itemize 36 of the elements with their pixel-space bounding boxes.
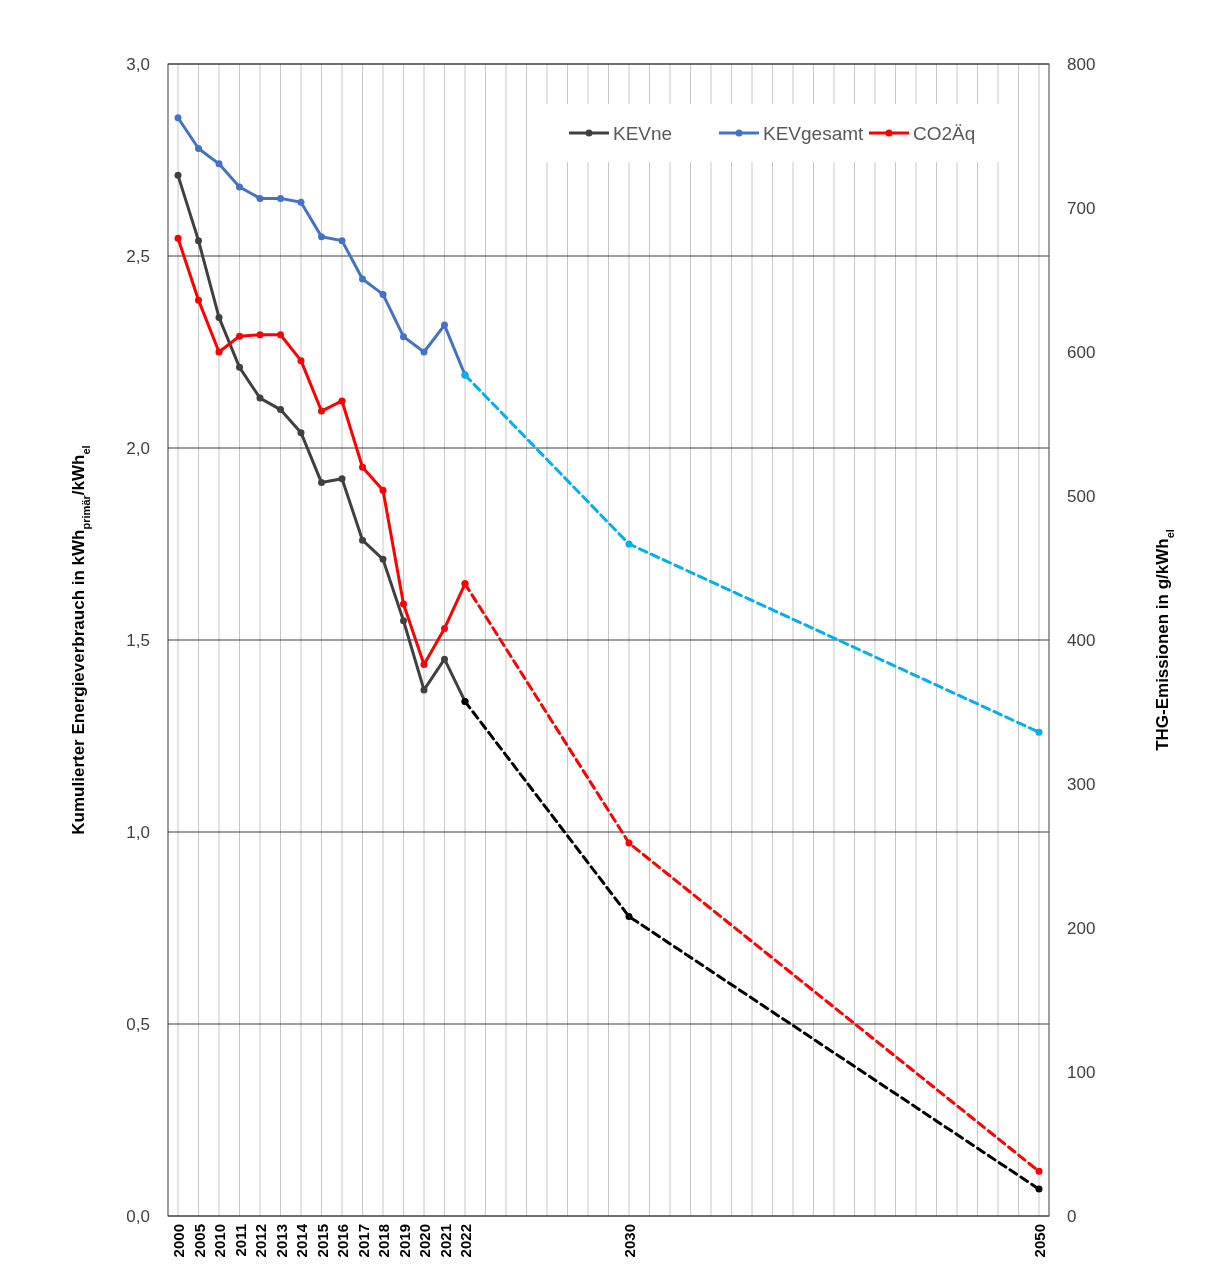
x-tick-label: 2005 [190, 1224, 208, 1258]
y2-tick-label: 600 [1067, 343, 1096, 362]
x-tick-label: 2000 [170, 1224, 187, 1258]
y2-tick-label: 200 [1067, 919, 1096, 938]
y2-tick-label: 500 [1067, 487, 1096, 506]
y2-tick-label: 700 [1067, 199, 1096, 218]
legend-label: KEVne [613, 123, 673, 144]
x-tick-label: 2014 [293, 1223, 310, 1258]
y2-tick-label: 100 [1067, 1063, 1096, 1082]
y2-tick-label: 300 [1067, 775, 1096, 794]
x-tick-label: 2019 [395, 1224, 413, 1258]
y2-tick-label: 0 [1067, 1207, 1077, 1226]
x-tick-label: 2010 [211, 1224, 228, 1258]
y-tick-label: 1,5 [126, 631, 150, 650]
y-tick-label: 2,0 [126, 439, 150, 458]
x-tick-label: 2021 [436, 1224, 454, 1258]
x-tick-label: 2017 [354, 1224, 372, 1258]
x-tick-label: 2013 [272, 1224, 290, 1258]
y-tick-label: 1,0 [126, 823, 150, 842]
y-tick-label: 2,5 [126, 247, 150, 266]
x-tick-label: 2022 [457, 1224, 474, 1258]
x-tick-label: 2011 [231, 1224, 249, 1257]
x-tick-label: 2015 [313, 1224, 331, 1258]
y-tick-label: 0,5 [126, 1015, 150, 1034]
y-tick-label: 0,0 [126, 1207, 150, 1226]
x-tick-label: 2016 [334, 1224, 351, 1258]
y2-tick-label: 400 [1067, 631, 1096, 650]
x-tick-label: 2018 [375, 1224, 392, 1258]
x-tick-label: 2050 [1031, 1224, 1048, 1258]
x-tick-label: 2012 [252, 1224, 269, 1258]
y2-tick-label: 800 [1067, 55, 1096, 74]
legend-label: CO2Äq [913, 123, 976, 144]
x-tick-label: 2030 [621, 1224, 638, 1258]
y-tick-label: 3,0 [126, 55, 150, 74]
legend-label: KEVgesamt [763, 123, 865, 144]
x-tick-label: 2020 [416, 1224, 433, 1258]
